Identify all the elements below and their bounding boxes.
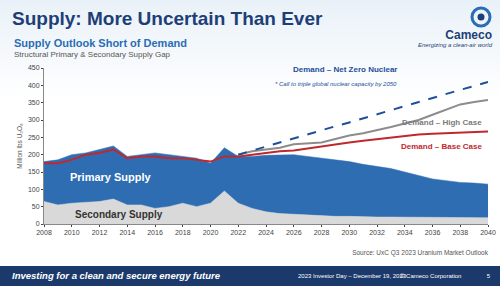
html-text:Supply: More Uncertain Than Ev: Supply: More Uncertain Than Ever: [12, 8, 323, 29]
svg-text:2034: 2034: [397, 229, 413, 236]
svg-text:Demand – Base Case: Demand – Base Case: [401, 142, 482, 151]
svg-text:300: 300: [28, 116, 40, 123]
html-text:Investing for a clean and secu: Investing for a clean and secure energy …: [12, 270, 220, 281]
svg-text:2030: 2030: [341, 229, 357, 236]
svg-text:2008: 2008: [36, 229, 52, 236]
svg-text:250: 250: [28, 134, 40, 141]
html-text:Structural Primary & Secondary: Structural Primary & Secondary Supply Ga…: [14, 50, 171, 59]
svg-text:350: 350: [28, 99, 40, 106]
svg-text:400: 400: [28, 82, 40, 89]
svg-text:2016: 2016: [147, 229, 163, 236]
svg-text:50: 50: [32, 203, 40, 210]
svg-text:2026: 2026: [286, 229, 302, 236]
svg-text:Secondary Supply: Secondary Supply: [75, 209, 163, 220]
svg-text:2010: 2010: [64, 229, 80, 236]
svg-text:2012: 2012: [92, 229, 108, 236]
svg-text:2040: 2040: [480, 229, 496, 236]
html-text:Energizing a clean-air world: Energizing a clean-air world: [418, 42, 492, 48]
svg-text:2032: 2032: [369, 229, 385, 236]
svg-text:450: 450: [28, 64, 40, 71]
html-text:Cameco: Cameco: [445, 28, 492, 42]
svg-text:100: 100: [28, 186, 40, 193]
svg-text:150: 150: [28, 168, 40, 175]
html-text:2023 Investor Day – December 1: 2023 Investor Day – December 19, 2023: [298, 273, 407, 279]
svg-text:2024: 2024: [258, 229, 274, 236]
svg-text:2020: 2020: [203, 229, 219, 236]
html-text:5: 5: [486, 273, 490, 279]
svg-text:2038: 2038: [452, 229, 468, 236]
svg-text:2028: 2028: [314, 229, 330, 236]
svg-text:2018: 2018: [175, 229, 191, 236]
svg-text:Demand – Net Zero Nuclear: Demand – Net Zero Nuclear: [293, 65, 397, 74]
svg-text:0: 0: [36, 220, 40, 227]
svg-text:Demand – High Case: Demand – High Case: [402, 118, 482, 127]
svg-text:2014: 2014: [119, 229, 135, 236]
svg-text:Primary Supply: Primary Supply: [70, 171, 152, 183]
svg-text:Million lbs U₃O₈: Million lbs U₃O₈: [16, 123, 23, 169]
html-text:Supply Outlook Short of Demand: Supply Outlook Short of Demand: [14, 37, 187, 49]
svg-text:* Call to triple global nuclea: * Call to triple global nuclear capacity…: [275, 81, 397, 87]
svg-text:2036: 2036: [425, 229, 441, 236]
html-text:Source: UxC Q3 2023 Uranium Ma: Source: UxC Q3 2023 Uranium Market Outlo…: [352, 249, 488, 256]
html-text:© Cameco Corporation: © Cameco Corporation: [400, 273, 462, 279]
svg-text:2022: 2022: [230, 229, 246, 236]
svg-text:200: 200: [28, 151, 40, 158]
